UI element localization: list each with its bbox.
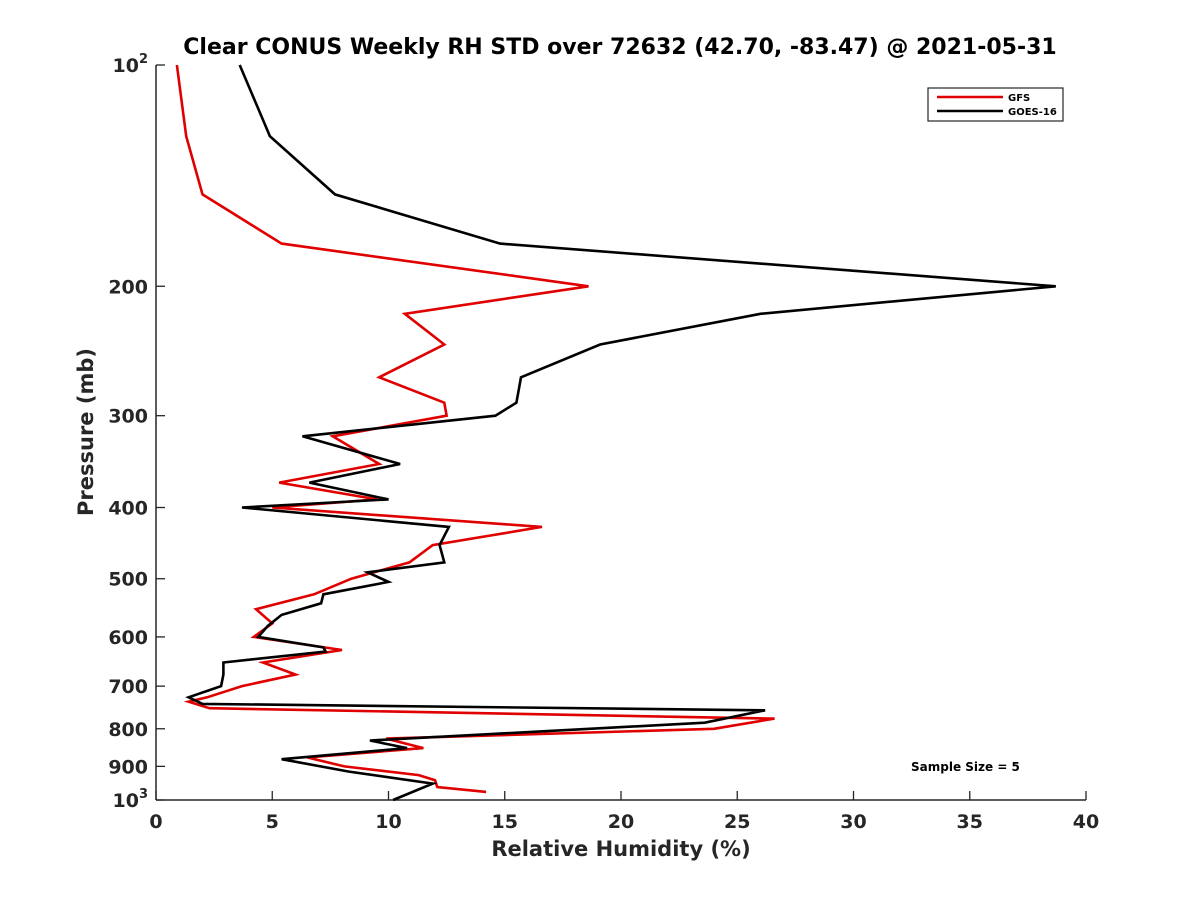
x-axis-label: Relative Humidity (%) bbox=[491, 837, 750, 861]
y-tick-label: 300 bbox=[108, 406, 148, 428]
plot-area: 0 5 10 15 20 25 30 35 40 102 200 300 400 500 600 700 80… bbox=[108, 52, 1099, 833]
y-tick-label: 600 bbox=[108, 627, 148, 649]
y-tick-label: 102 bbox=[113, 52, 149, 77]
legend-label-goes16: GOES-16 bbox=[1008, 107, 1057, 118]
x-tick-label: 0 bbox=[149, 811, 162, 833]
y-tick-label: 103 bbox=[113, 787, 149, 812]
legend: GFS GOES-16 bbox=[927, 87, 1064, 122]
x-axis-ticks: 0 5 10 15 20 25 30 35 40 bbox=[149, 791, 1099, 833]
x-tick-label: 10 bbox=[375, 811, 401, 833]
y-tick-label: 900 bbox=[108, 756, 148, 778]
y-axis-label: Pressure (mb) bbox=[74, 348, 98, 516]
x-tick-label: 15 bbox=[492, 811, 518, 833]
y-tick-label: 700 bbox=[108, 676, 148, 698]
x-tick-label: 5 bbox=[266, 811, 279, 833]
series-line-goes-16 bbox=[185, 64, 1056, 802]
x-tick-label: 35 bbox=[957, 811, 983, 833]
series-layer bbox=[175, 64, 1056, 802]
x-tick-label: 40 bbox=[1073, 811, 1099, 833]
x-tick-label: 20 bbox=[608, 811, 634, 833]
y-tick-label: 400 bbox=[108, 498, 148, 520]
x-tick-label: 25 bbox=[724, 811, 750, 833]
y-tick-label: 500 bbox=[108, 569, 148, 591]
series-line-gfs bbox=[175, 64, 775, 794]
x-tick-label: 30 bbox=[840, 811, 866, 833]
y-axis-ticks: 102 200 300 400 500 600 700 800 900 103 bbox=[108, 52, 165, 812]
legend-label-gfs: GFS bbox=[1008, 93, 1030, 104]
y-tick-label: 800 bbox=[108, 719, 148, 741]
legend-box bbox=[927, 87, 1064, 122]
chart-title: Clear CONUS Weekly RH STD over 72632 (42… bbox=[183, 35, 1056, 60]
sample-size-annotation: Sample Size = 5 bbox=[911, 760, 1020, 774]
y-tick-label: 200 bbox=[108, 276, 148, 298]
